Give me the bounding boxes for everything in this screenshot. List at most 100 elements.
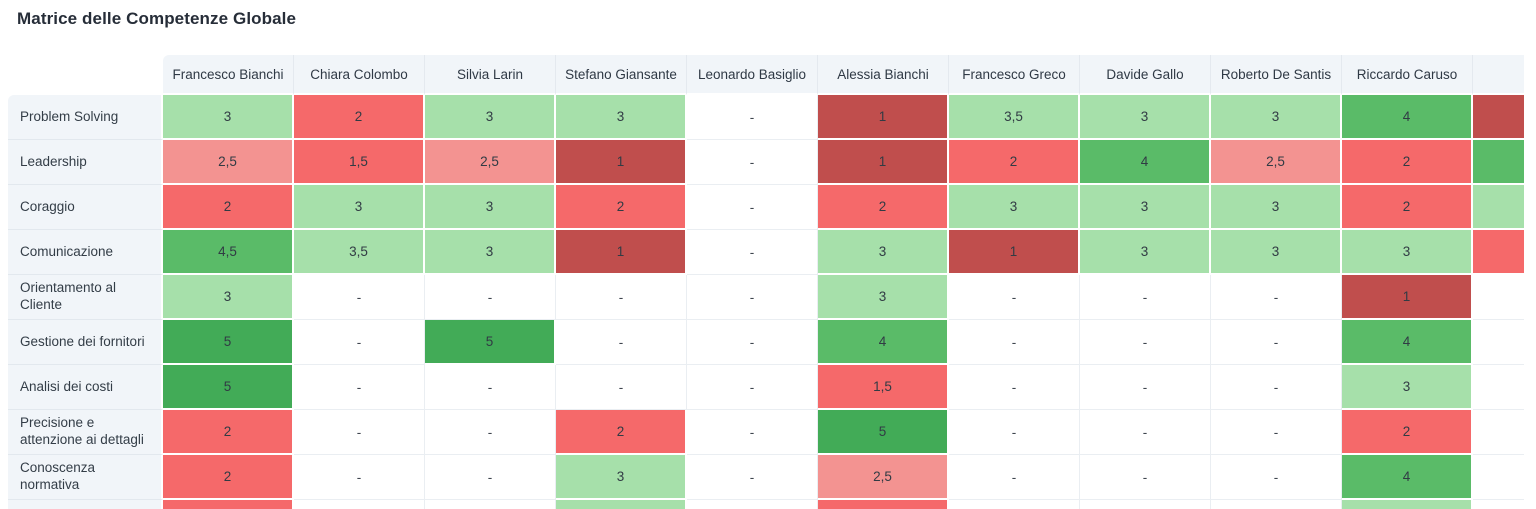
score-cell[interactable] (556, 500, 687, 509)
score-cell[interactable]: 3 (1342, 365, 1473, 410)
score-cell[interactable]: 3 (556, 95, 687, 140)
score-cell[interactable]: 2,5 (1211, 140, 1342, 185)
score-cell[interactable]: 1 (818, 140, 949, 185)
score-cell[interactable] (1473, 410, 1524, 455)
score-cell[interactable]: 1 (556, 230, 687, 275)
score-cell-empty[interactable]: - (1211, 455, 1342, 500)
score-cell[interactable]: 3 (1080, 230, 1211, 275)
score-cell[interactable] (1473, 500, 1524, 509)
score-cell[interactable] (1473, 185, 1524, 230)
score-cell[interactable]: 2,5 (163, 140, 294, 185)
score-cell[interactable] (818, 500, 949, 509)
score-cell-empty[interactable]: - (949, 320, 1080, 365)
score-cell-empty[interactable]: - (294, 320, 425, 365)
score-cell-empty[interactable]: - (949, 275, 1080, 320)
score-cell-empty[interactable]: - (949, 455, 1080, 500)
column-header-person-10[interactable]: Riccardo Caruso (1342, 55, 1473, 95)
score-cell-empty[interactable]: - (687, 365, 818, 410)
score-cell[interactable]: 3 (163, 95, 294, 140)
score-cell-empty[interactable]: - (294, 410, 425, 455)
score-cell[interactable]: 3 (425, 185, 556, 230)
score-cell[interactable] (949, 500, 1080, 509)
score-cell[interactable]: 3 (1080, 185, 1211, 230)
score-cell[interactable] (294, 500, 425, 509)
score-cell-empty[interactable]: - (1211, 275, 1342, 320)
score-cell-empty[interactable]: - (556, 275, 687, 320)
score-cell[interactable]: 4 (1342, 320, 1473, 365)
column-header-person-1[interactable]: Francesco Bianchi (163, 55, 294, 95)
score-cell-empty[interactable]: - (294, 275, 425, 320)
score-cell[interactable]: 4 (1342, 95, 1473, 140)
score-cell[interactable]: 2 (163, 185, 294, 230)
score-cell[interactable]: 3 (556, 455, 687, 500)
score-cell[interactable]: 1 (818, 95, 949, 140)
score-cell-empty[interactable]: - (1211, 320, 1342, 365)
score-cell[interactable]: 2 (163, 455, 294, 500)
score-cell[interactable] (1211, 500, 1342, 509)
score-cell[interactable]: 1 (949, 230, 1080, 275)
score-cell-empty[interactable]: - (1211, 410, 1342, 455)
score-cell-empty[interactable]: - (687, 185, 818, 230)
score-cell[interactable]: 5 (163, 320, 294, 365)
score-cell[interactable]: 5 (163, 365, 294, 410)
score-cell[interactable]: 2 (818, 185, 949, 230)
score-cell[interactable] (1473, 230, 1524, 275)
score-cell[interactable]: 3 (163, 275, 294, 320)
score-cell-empty[interactable]: - (425, 365, 556, 410)
score-cell-empty[interactable]: - (949, 365, 1080, 410)
score-cell-empty[interactable]: - (1080, 410, 1211, 455)
column-header-person-3[interactable]: Silvia Larin (425, 55, 556, 95)
score-cell-empty[interactable]: - (687, 275, 818, 320)
column-header-person-2[interactable]: Chiara Colombo (294, 55, 425, 95)
column-header-person-4[interactable]: Stefano Giansante (556, 55, 687, 95)
column-header-person-9[interactable]: Roberto De Santis (1211, 55, 1342, 95)
score-cell[interactable]: 1 (556, 140, 687, 185)
score-cell[interactable]: 5 (818, 410, 949, 455)
column-header-person-11[interactable]: Fab (1473, 55, 1524, 95)
score-cell-empty[interactable]: - (425, 275, 556, 320)
score-cell-empty[interactable]: - (1080, 320, 1211, 365)
score-cell[interactable]: 2 (556, 410, 687, 455)
score-cell[interactable] (1473, 455, 1524, 500)
score-cell[interactable]: 3,5 (949, 95, 1080, 140)
score-cell-empty[interactable]: - (687, 230, 818, 275)
score-cell[interactable]: 3 (818, 275, 949, 320)
score-cell[interactable]: 3 (425, 95, 556, 140)
score-cell-empty[interactable]: - (687, 455, 818, 500)
score-cell-empty[interactable]: - (425, 410, 556, 455)
score-cell[interactable]: 4,5 (163, 230, 294, 275)
score-cell-empty[interactable]: - (294, 365, 425, 410)
score-cell[interactable]: 2,5 (425, 140, 556, 185)
score-cell[interactable]: 3 (425, 230, 556, 275)
score-cell-empty[interactable]: - (294, 455, 425, 500)
score-cell[interactable]: 3 (818, 230, 949, 275)
score-cell[interactable]: 2,5 (818, 455, 949, 500)
score-cell[interactable] (163, 500, 294, 509)
score-cell-empty[interactable]: - (1080, 275, 1211, 320)
score-cell[interactable]: 4 (1342, 455, 1473, 500)
score-cell-empty[interactable]: - (556, 365, 687, 410)
score-cell[interactable] (1473, 95, 1524, 140)
score-cell[interactable] (425, 500, 556, 509)
score-cell[interactable]: 2 (294, 95, 425, 140)
score-cell[interactable]: 2 (1342, 185, 1473, 230)
score-cell[interactable]: 3 (294, 185, 425, 230)
score-cell[interactable]: 1,5 (294, 140, 425, 185)
score-cell[interactable]: 3 (1211, 185, 1342, 230)
column-header-person-7[interactable]: Francesco Greco (949, 55, 1080, 95)
score-cell-empty[interactable]: - (556, 320, 687, 365)
score-cell-empty[interactable]: - (425, 455, 556, 500)
score-cell[interactable] (687, 500, 818, 509)
score-cell-empty[interactable]: - (949, 410, 1080, 455)
score-cell[interactable] (1342, 500, 1473, 509)
score-cell[interactable]: 4 (818, 320, 949, 365)
score-cell[interactable]: 1,5 (818, 365, 949, 410)
column-header-person-8[interactable]: Davide Gallo (1080, 55, 1211, 95)
score-cell[interactable]: 5 (425, 320, 556, 365)
column-header-person-6[interactable]: Alessia Bianchi (818, 55, 949, 95)
score-cell[interactable] (1473, 365, 1524, 410)
score-cell[interactable]: 2 (949, 140, 1080, 185)
score-cell[interactable]: 2 (1342, 140, 1473, 185)
score-cell[interactable]: 2 (556, 185, 687, 230)
score-cell[interactable] (1473, 320, 1524, 365)
